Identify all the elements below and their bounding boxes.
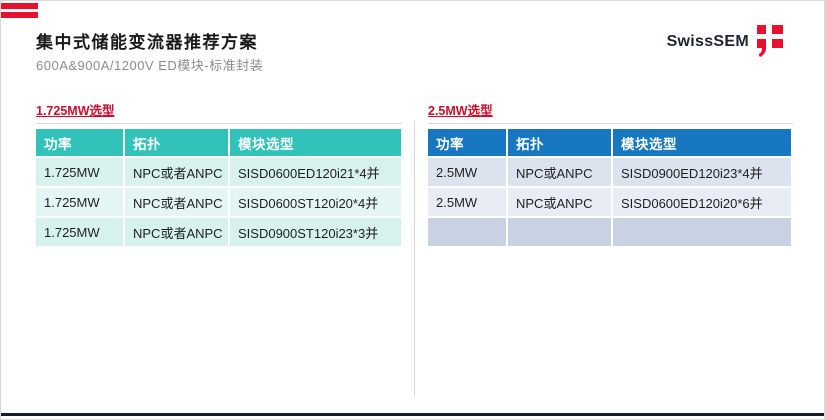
cell-power: 1.725MW xyxy=(36,158,123,186)
swisssem-logo: SwissSEM xyxy=(667,25,787,62)
cell-topology: NPC或ANPC xyxy=(508,188,611,216)
swisssem-logo-mark-icon xyxy=(757,25,787,62)
section-heading-1725mw: 1.725MW选型 xyxy=(36,104,115,118)
page-subtitle: 600A&900A/1200V ED模块-标准封装 xyxy=(36,58,264,73)
cell-power: 2.5MW xyxy=(428,188,506,216)
section-rule xyxy=(428,123,793,124)
cell-power: 2.5MW xyxy=(428,158,506,186)
column-header-topology: 拓扑 xyxy=(508,129,611,156)
bottom-rule xyxy=(1,413,824,416)
cell-module: SISD0600ED120i21*4并 xyxy=(230,158,401,186)
cell-topology: NPC或ANPC xyxy=(508,158,611,186)
cell-power: 1.725MW xyxy=(36,188,123,216)
column-header-power: 功率 xyxy=(428,129,506,156)
page-title: 集中式储能变流器推荐方案 xyxy=(36,33,258,52)
column-header-module: 模块选型 xyxy=(613,129,791,156)
cell-topology: NPC或者ANPC xyxy=(125,218,228,246)
cell-topology xyxy=(508,218,611,246)
swisssem-logo-text: SwissSEM xyxy=(666,33,749,50)
cell-module: SISD0900ST120i23*3并 xyxy=(230,218,401,246)
section-rule xyxy=(36,123,402,124)
cell-topology: NPC或者ANPC xyxy=(125,158,228,186)
cell-topology: NPC或者ANPC xyxy=(125,188,228,216)
cell-module: SISD0900ED120i23*4并 xyxy=(613,158,791,186)
brand-stripe-icon xyxy=(1,3,38,9)
cell-power: 1.725MW xyxy=(36,218,123,246)
cell-module xyxy=(613,218,791,246)
brand-stripe-icon xyxy=(1,12,38,18)
vertical-divider xyxy=(414,121,415,396)
column-header-power: 功率 xyxy=(36,129,123,156)
cell-module: SISD0600ED120i20*6并 xyxy=(613,188,791,216)
section-heading-25mw: 2.5MW选型 xyxy=(428,104,493,118)
table-1725mw: 功率 拓扑 模块选型 1.725MW NPC或者ANPC SISD0600ED1… xyxy=(36,129,401,246)
cell-module: SISD0600ST120i20*4并 xyxy=(230,188,401,216)
table-25mw: 功率 拓扑 模块选型 2.5MW NPC或ANPC SISD0900ED120i… xyxy=(428,129,791,246)
column-header-module: 模块选型 xyxy=(230,129,401,156)
cell-power xyxy=(428,218,506,246)
column-header-topology: 拓扑 xyxy=(125,129,228,156)
